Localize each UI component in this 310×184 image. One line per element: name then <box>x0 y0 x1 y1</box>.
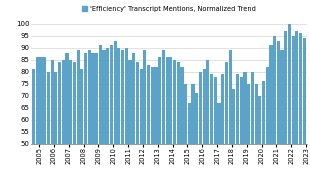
Bar <box>69 60 72 184</box>
Bar <box>88 50 91 184</box>
Bar <box>143 50 146 184</box>
Bar <box>99 45 102 184</box>
Bar <box>180 67 184 184</box>
Bar <box>62 60 65 184</box>
Bar <box>158 57 161 184</box>
Bar <box>221 74 224 184</box>
Bar <box>199 72 202 184</box>
Bar <box>303 38 306 184</box>
Bar <box>273 36 276 184</box>
Bar <box>232 89 235 184</box>
Bar <box>125 48 128 184</box>
Bar <box>132 53 135 184</box>
Bar <box>281 50 284 184</box>
Bar <box>184 84 187 184</box>
Bar <box>36 57 39 184</box>
Bar <box>258 96 261 184</box>
Bar <box>236 74 239 184</box>
Legend: 'Efficiency' Transcript Mentions, Normalized Trend: 'Efficiency' Transcript Mentions, Normal… <box>82 6 256 12</box>
Bar <box>228 50 232 184</box>
Bar <box>295 31 299 184</box>
Bar <box>58 62 61 184</box>
Bar <box>106 48 109 184</box>
Bar <box>225 62 228 184</box>
Bar <box>151 67 154 184</box>
Bar <box>210 74 213 184</box>
Bar <box>32 69 35 184</box>
Bar <box>299 33 302 184</box>
Bar <box>77 50 80 184</box>
Bar <box>95 53 98 184</box>
Bar <box>277 41 280 184</box>
Bar <box>51 60 54 184</box>
Bar <box>162 50 165 184</box>
Bar <box>269 45 272 184</box>
Bar <box>154 67 157 184</box>
Bar <box>206 60 210 184</box>
Bar <box>103 50 106 184</box>
Bar <box>214 77 217 184</box>
Bar <box>84 53 87 184</box>
Bar <box>80 69 83 184</box>
Bar <box>177 62 180 184</box>
Bar <box>73 62 76 184</box>
Bar <box>203 69 206 184</box>
Bar <box>243 72 246 184</box>
Bar <box>173 60 176 184</box>
Bar <box>54 72 57 184</box>
Bar <box>217 103 221 184</box>
Bar <box>240 77 243 184</box>
Bar <box>39 57 42 184</box>
Bar <box>192 84 195 184</box>
Bar <box>140 69 143 184</box>
Bar <box>47 72 50 184</box>
Bar <box>266 67 269 184</box>
Bar <box>195 93 198 184</box>
Bar <box>288 24 291 184</box>
Bar <box>121 50 124 184</box>
Bar <box>255 84 258 184</box>
Bar <box>166 57 169 184</box>
Bar <box>262 81 265 184</box>
Bar <box>247 84 250 184</box>
Bar <box>188 103 191 184</box>
Bar <box>292 36 295 184</box>
Bar <box>251 72 254 184</box>
Bar <box>113 41 117 184</box>
Bar <box>117 48 121 184</box>
Bar <box>128 60 131 184</box>
Bar <box>147 65 150 184</box>
Bar <box>43 57 46 184</box>
Bar <box>136 62 139 184</box>
Bar <box>110 45 113 184</box>
Bar <box>284 31 287 184</box>
Bar <box>91 53 95 184</box>
Bar <box>65 53 69 184</box>
Bar <box>169 57 172 184</box>
